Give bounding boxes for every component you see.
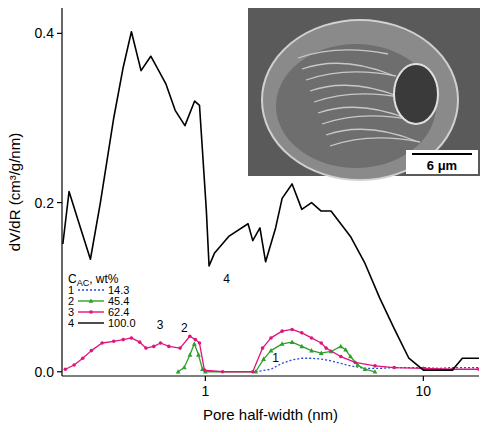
series-marker — [159, 341, 163, 345]
axes: 0.0 0.2 0.4 1 10 Pore half-width (nm) dV/dR (c… — [6, 8, 479, 423]
series-marker — [112, 340, 116, 344]
series-marker — [324, 346, 328, 350]
series-marker — [176, 369, 181, 373]
inset-texture — [322, 116, 412, 124]
series-marker — [182, 365, 187, 369]
legend-swatch — [78, 289, 104, 290]
series-marker — [178, 346, 182, 350]
series-marker — [363, 367, 368, 371]
curve-label: 3 — [157, 318, 164, 332]
series-marker — [353, 361, 357, 365]
series-marker — [319, 351, 324, 355]
y-axis-title: dV/dR (cm³/g/nm) — [6, 133, 23, 251]
series-marker — [130, 336, 134, 340]
series-marker — [203, 368, 207, 372]
series-marker — [138, 340, 142, 344]
series-line — [63, 32, 479, 370]
series-marker — [251, 370, 255, 374]
series-marker — [373, 364, 377, 368]
annotations: 1 2 3 4 — [157, 272, 280, 365]
x-axis-title: Pore half-width (nm) — [203, 406, 338, 423]
y-tick-label: 0.0 — [35, 364, 55, 380]
legend-number: 4 — [68, 317, 74, 329]
legend-title-sub: AC — [77, 278, 90, 288]
series-marker — [309, 348, 314, 352]
inset: 6 μm — [248, 8, 480, 180]
x-tick — [423, 376, 424, 381]
y-tick — [57, 371, 62, 372]
series-marker — [299, 344, 304, 348]
inset-texture — [330, 138, 420, 146]
series-marker — [300, 331, 304, 335]
series-marker — [90, 349, 94, 353]
scale-bar — [412, 153, 472, 155]
curve-label: 1 — [272, 351, 279, 365]
series-marker — [373, 369, 378, 373]
scale-bar-box — [406, 150, 478, 174]
series-marker — [194, 338, 198, 342]
series-marker — [198, 341, 202, 345]
y-tick — [57, 33, 62, 34]
series-marker — [280, 341, 285, 345]
inset-texture — [306, 72, 396, 80]
y-tick-label: 0.4 — [35, 25, 55, 41]
x-tick-label: 1 — [201, 383, 209, 399]
inset-texture — [314, 94, 404, 102]
series-marker — [72, 363, 76, 367]
series-marker — [144, 346, 148, 350]
legend-label: 100.0 — [108, 317, 136, 329]
curve-label: 4 — [223, 272, 230, 286]
series-marker — [196, 352, 201, 356]
series-marker — [167, 345, 171, 349]
series-marker — [392, 366, 396, 370]
legend-marker — [89, 310, 93, 314]
series-marker — [100, 341, 104, 345]
y-axis-line — [61, 8, 62, 376]
series-marker — [290, 328, 294, 332]
series-marker — [192, 341, 197, 345]
series-marker — [477, 367, 479, 371]
series-marker — [343, 347, 348, 351]
series-marker — [319, 341, 323, 345]
x-tick — [205, 376, 206, 381]
x-axis-line — [62, 375, 479, 376]
series-marker — [188, 352, 193, 356]
series-marker — [290, 340, 295, 344]
series-marker — [310, 336, 314, 340]
chart: 6 μm 0.0 0.2 0.4 1 10 Pore half-width (nm) dV/d… — [0, 0, 485, 432]
series-marker — [81, 356, 85, 360]
series-marker — [280, 329, 284, 333]
legend: CAC, wt%114.3245.4362.44100.0 — [68, 272, 136, 329]
scale-label: 6 μm — [427, 158, 457, 173]
curve-label: 2 — [181, 321, 188, 335]
series-marker — [64, 367, 68, 371]
series-line — [178, 342, 375, 372]
series-marker — [339, 355, 343, 359]
series-marker — [261, 346, 265, 350]
series-marker — [221, 370, 225, 374]
y-tick-label: 0.2 — [35, 195, 55, 211]
inset-pore — [394, 64, 438, 124]
legend-marker — [89, 298, 94, 302]
legend-swatch — [78, 322, 104, 323]
x-tick-label: 10 — [416, 383, 432, 399]
series-marker — [261, 356, 266, 360]
series-marker — [269, 336, 273, 340]
series-marker — [152, 345, 156, 349]
series-marker — [121, 338, 125, 342]
inset-texture — [298, 50, 388, 58]
series-marker — [348, 354, 353, 358]
series-marker — [188, 334, 192, 338]
y-tick — [57, 202, 62, 203]
series-marker — [338, 344, 343, 348]
plot-area — [63, 32, 479, 374]
